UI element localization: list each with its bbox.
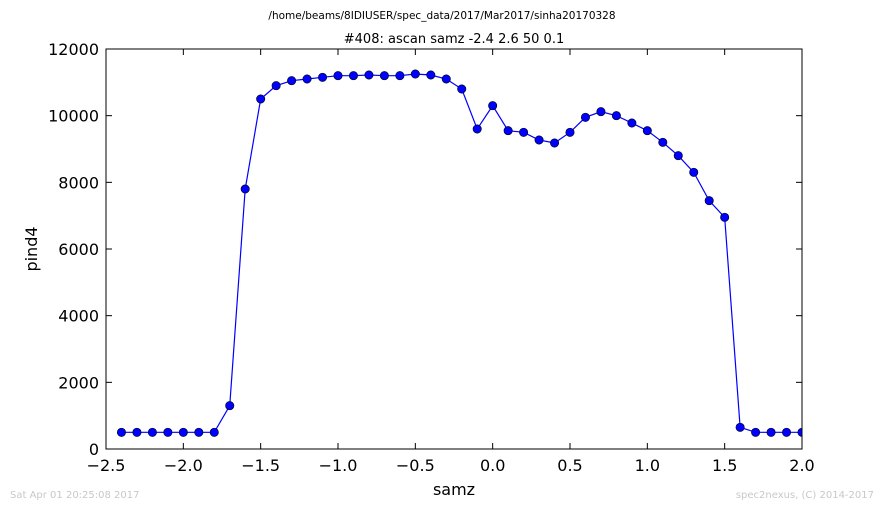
y-tick-label: 6000 — [58, 240, 99, 259]
data-point — [116, 427, 126, 437]
y-tick-label: 10000 — [48, 107, 99, 126]
data-point — [302, 74, 312, 84]
y-tick-label: 2000 — [58, 373, 99, 392]
data-point — [596, 107, 606, 117]
data-point — [287, 76, 297, 86]
data-point — [580, 112, 590, 122]
x-tick-label: 1.5 — [712, 456, 737, 475]
x-tick-label: −1.0 — [319, 456, 358, 475]
chart-suptitle: /home/beams/8IDIUSER/spec_data/2017/Mar2… — [268, 10, 615, 22]
data-point — [550, 138, 560, 148]
data-point — [534, 135, 544, 145]
y-tick-label: 12000 — [48, 40, 99, 59]
data-point — [642, 126, 652, 136]
x-tick-label: 2.0 — [789, 456, 814, 475]
data-point — [720, 212, 730, 222]
footer-credit: spec2nexus, (C) 2014-2017 — [735, 490, 874, 501]
series-group — [116, 69, 802, 437]
data-point — [333, 71, 343, 81]
data-point — [209, 427, 219, 437]
x-tick-label: 0.0 — [480, 456, 505, 475]
data-point — [379, 71, 389, 81]
x-tick-label: −2.0 — [164, 456, 203, 475]
data-point — [147, 427, 157, 437]
data-point — [178, 427, 188, 437]
y-tick-label: 0 — [89, 440, 99, 459]
data-point — [457, 84, 467, 94]
data-point — [766, 427, 776, 437]
data-point — [472, 124, 482, 134]
x-axis-label: samz — [433, 480, 475, 499]
data-point — [163, 427, 173, 437]
data-point — [441, 74, 451, 84]
axes-frame — [105, 48, 803, 450]
data-point — [673, 151, 683, 161]
x-tick-label: −0.5 — [396, 456, 435, 475]
data-point — [689, 167, 699, 177]
data-point — [225, 401, 235, 411]
data-point — [426, 70, 436, 80]
data-point — [395, 71, 405, 81]
data-point — [488, 101, 498, 111]
data-point — [256, 94, 266, 104]
data-point — [627, 118, 637, 128]
data-point — [348, 71, 358, 81]
data-point — [132, 427, 142, 437]
data-point — [194, 427, 204, 437]
data-point — [735, 422, 745, 432]
x-tick-label: −2.5 — [87, 456, 126, 475]
data-point — [318, 72, 328, 82]
data-point — [503, 126, 513, 136]
data-point — [704, 196, 714, 206]
plot-area: −2.5 −2.0 −1.5 −1.0 −0.5 0.0 0.5 1.0 1.5 2.0 0 2000… — [48, 40, 815, 475]
data-point — [611, 111, 621, 121]
data-point — [410, 69, 420, 79]
data-point — [751, 427, 761, 437]
data-point — [658, 137, 668, 147]
data-point — [565, 127, 575, 137]
x-tick-label: 1.0 — [635, 456, 660, 475]
x-tick-label: −1.5 — [241, 456, 280, 475]
data-point — [782, 427, 792, 437]
data-point — [271, 81, 281, 91]
data-point — [364, 70, 374, 80]
x-tick-label: 0.5 — [557, 456, 582, 475]
footer-timestamp: Sat Apr 01 20:25:08 2017 — [10, 490, 140, 501]
y-tick-label: 4000 — [58, 307, 99, 326]
y-tick-label: 8000 — [58, 173, 99, 192]
y-axis-label: pind4 — [22, 226, 41, 271]
chart-title: #408: ascan samz -2.4 2.6 50 0.1 — [344, 32, 564, 47]
data-point — [240, 184, 250, 194]
series-line — [121, 73, 802, 433]
data-point — [519, 127, 529, 137]
